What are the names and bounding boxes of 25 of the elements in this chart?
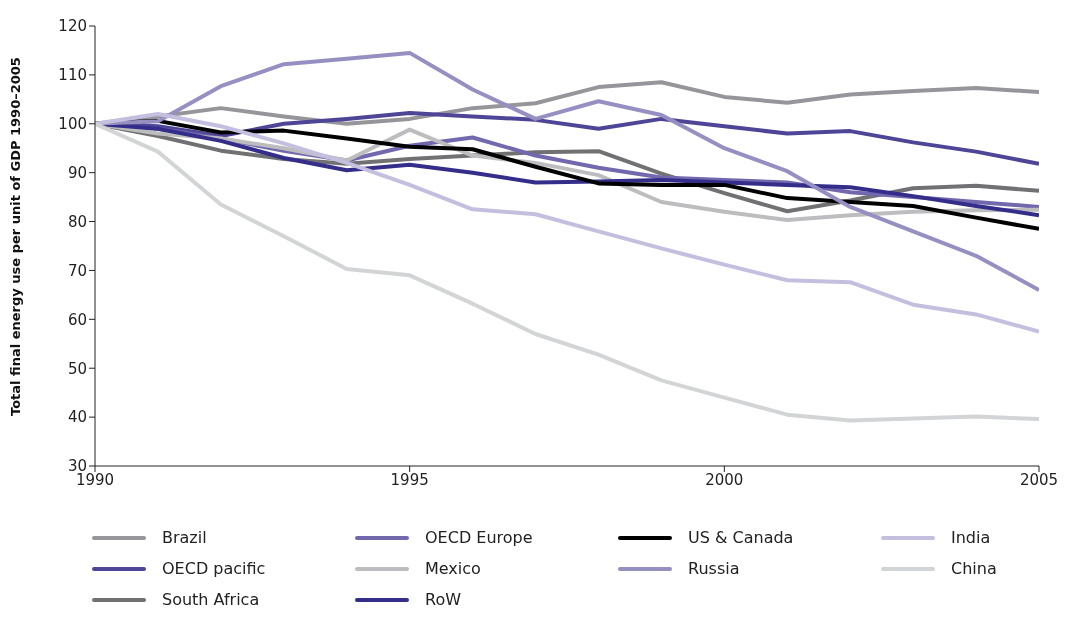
legend-label: Mexico [425, 559, 481, 578]
y-tick-label: 40 [67, 408, 87, 427]
line-series [95, 121, 1039, 423]
x-tick-label: 1995 [390, 470, 429, 489]
x-tick-label: 2000 [705, 470, 744, 489]
y-axis-title: Total final energy use per unit of GDP 1990–2005 [7, 57, 23, 416]
legend-label: South Africa [162, 590, 260, 609]
legend-label: RoW [425, 590, 462, 609]
legend-label: US & Canada [688, 528, 794, 547]
legend-label: Brazil [162, 528, 207, 547]
y-tick-label: 60 [67, 310, 87, 329]
line-series [95, 112, 1039, 334]
x-tick-label: 2005 [1019, 470, 1059, 489]
y-tick-label: 120 [58, 17, 87, 36]
legend-label: Russia [688, 559, 740, 578]
y-tick-label: 110 [58, 66, 87, 85]
y-tick-label: 50 [67, 359, 87, 378]
y-tick-label: 80 [67, 212, 87, 231]
y-tick-label: 70 [67, 261, 87, 280]
y-tick-label: 90 [67, 163, 87, 182]
legend-label: OECD pacific [162, 559, 266, 578]
y-tick-label: 100 [58, 115, 87, 134]
legend-label: India [951, 528, 991, 547]
legend-label: China [951, 559, 997, 578]
legend-label: OECD Europe [425, 528, 533, 547]
